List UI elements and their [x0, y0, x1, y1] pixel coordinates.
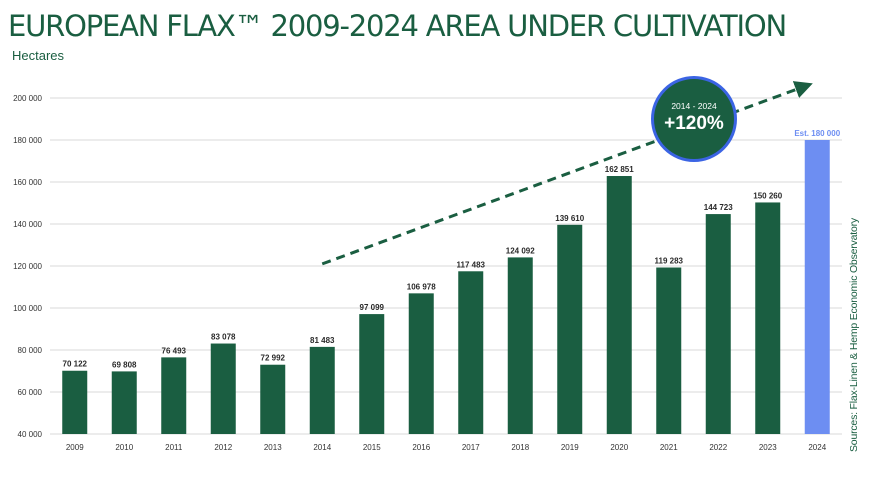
- x-tick-label: 2017: [462, 443, 480, 452]
- data-label: 69 808: [112, 360, 137, 369]
- data-label: 81 483: [310, 336, 335, 345]
- data-label: 117 483: [457, 260, 486, 269]
- data-label: 83 078: [211, 333, 236, 342]
- bar: [210, 343, 236, 434]
- x-tick-label: 2012: [214, 443, 232, 452]
- bar: [557, 224, 583, 434]
- bar: [62, 370, 88, 434]
- x-tick-label: 2024: [808, 443, 826, 452]
- bar: [111, 371, 137, 434]
- y-tick-label: 200 000: [13, 94, 42, 103]
- y-tick-label: 120 000: [13, 262, 42, 271]
- data-label: 72 992: [261, 354, 286, 363]
- data-label: 70 122: [63, 360, 88, 369]
- bar: [309, 346, 335, 434]
- x-tick-label: 2023: [759, 443, 777, 452]
- y-tick-label: 180 000: [13, 136, 42, 145]
- growth-badge: 2014 - 2024 +120%: [651, 76, 737, 162]
- x-tick-label: 2013: [264, 443, 282, 452]
- bar: [260, 364, 286, 434]
- chart-title: EUROPEAN FLAX™ 2009-2024 AREA UNDER CULT…: [8, 9, 787, 43]
- bar: [458, 271, 484, 434]
- bar: [804, 140, 830, 434]
- x-tick-label: 2021: [660, 443, 678, 452]
- badge-range: 2014 - 2024: [671, 101, 717, 111]
- bar: [359, 314, 385, 434]
- y-tick-label: 140 000: [13, 220, 42, 229]
- x-tick-label: 2009: [66, 443, 84, 452]
- data-label: 106 978: [407, 282, 436, 291]
- bar: [656, 267, 682, 434]
- chart-subtitle: Hectares: [12, 48, 65, 63]
- bar: [705, 214, 731, 434]
- x-tick-label: 2016: [412, 443, 430, 452]
- x-tick-label: 2015: [363, 443, 381, 452]
- data-label: 144 723: [704, 203, 733, 212]
- x-tick-label: 2011: [165, 443, 183, 452]
- x-tick-label: 2020: [610, 443, 628, 452]
- x-tick-label: 2018: [511, 443, 529, 452]
- x-tick-label: 2022: [709, 443, 727, 452]
- y-tick-label: 160 000: [13, 178, 42, 187]
- data-label: 76 493: [162, 346, 187, 355]
- data-label: 119 283: [655, 257, 684, 266]
- source-note: Sources: Flax-Linen & Hemp Economic Obse…: [848, 218, 860, 452]
- badge-value: +120%: [664, 113, 724, 134]
- data-label: 150 260: [753, 191, 782, 200]
- bar: [408, 293, 434, 434]
- data-label: 124 092: [506, 246, 535, 255]
- data-label: 139 610: [555, 214, 584, 223]
- y-tick-label: 80 000: [18, 346, 43, 355]
- bar: [161, 357, 187, 434]
- bar: [606, 176, 632, 435]
- bar: [507, 257, 533, 434]
- x-tick-label: 2019: [561, 443, 579, 452]
- data-label: Est. 180 000: [794, 129, 840, 138]
- trend-arrow: [321, 81, 813, 266]
- bar: [755, 202, 781, 434]
- data-label: 97 099: [360, 303, 385, 312]
- y-tick-label: 60 000: [18, 388, 43, 397]
- y-tick-label: 100 000: [13, 304, 42, 313]
- data-label: 162 851: [605, 165, 634, 174]
- y-tick-label: 40 000: [18, 430, 43, 439]
- x-tick-label: 2014: [313, 443, 331, 452]
- x-tick-label: 2010: [115, 443, 133, 452]
